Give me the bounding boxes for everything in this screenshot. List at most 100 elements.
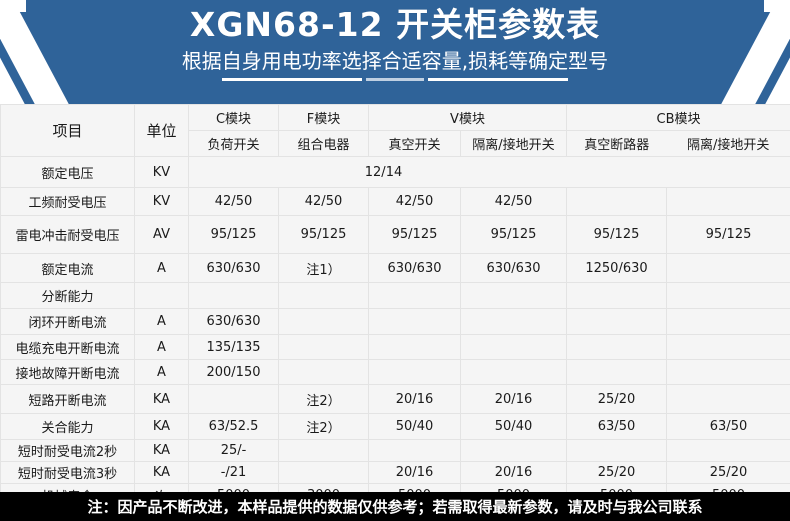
row-unit: AV bbox=[134, 215, 189, 254]
row-value: 42/50 bbox=[188, 187, 279, 216]
row-value bbox=[666, 308, 790, 335]
row-unit: KA bbox=[134, 384, 189, 414]
rule-segment-right bbox=[428, 78, 568, 81]
spec-table: 项目 单位 C模块 F模块 V模块 CB模块 负荷开关 组合电器 真空开关 隔离… bbox=[0, 104, 790, 507]
row-unit: A bbox=[134, 308, 189, 335]
row-value bbox=[278, 439, 369, 462]
row-value-span-text: 12/14 bbox=[364, 164, 403, 180]
row-label: 工频耐受电压 bbox=[0, 187, 135, 216]
row-value: 630/630 bbox=[460, 253, 567, 283]
spec-table-head: 项目 单位 C模块 F模块 V模块 CB模块 负荷开关 组合电器 真空开关 隔离… bbox=[0, 104, 790, 157]
row-unit: KA bbox=[134, 413, 189, 440]
header-sub-c-load-switch: 负荷开关 bbox=[188, 130, 279, 157]
table-header-row-subs: 负荷开关 组合电器 真空开关 隔离/接地开关 真空断路器 隔离/接地开关 bbox=[1, 130, 790, 157]
page-subtitle: 根据自身用电功率选择合适容量,损耗等确定型号 bbox=[181, 49, 609, 73]
row-value: 25/20 bbox=[566, 384, 667, 414]
row-value: 95/125 bbox=[566, 215, 667, 254]
row-value bbox=[566, 308, 667, 335]
row-label: 雷电冲击耐受电压 bbox=[0, 215, 135, 254]
row-value: 25/- bbox=[188, 439, 279, 462]
row-value: 42/50 bbox=[460, 187, 567, 216]
footer-note-text: 注：因产品不断改进，本样品提供的数据仅供参考；若需取得最新参数，请及时与我公司联… bbox=[87, 498, 703, 516]
row-value: 50/40 bbox=[368, 413, 461, 440]
table-row: 额定电流 A 630/630 注1） 630/630 630/630 1250/… bbox=[0, 253, 790, 283]
row-value bbox=[666, 384, 790, 414]
row-value bbox=[566, 359, 667, 385]
row-value bbox=[188, 384, 279, 414]
header-sub-f-combined: 组合电器 bbox=[278, 130, 369, 157]
decorative-corner-top-left bbox=[0, 0, 26, 12]
row-value: 63/50 bbox=[666, 413, 790, 440]
row-unit: KV bbox=[134, 156, 189, 188]
table-row: 分断能力 bbox=[0, 282, 790, 309]
row-value: 25/20 bbox=[666, 461, 790, 484]
table-row: 工频耐受电压 KV 42/50 42/50 42/50 42/50 bbox=[0, 187, 790, 216]
table-header-row-groups: 项目 单位 C模块 F模块 V模块 CB模块 bbox=[0, 104, 790, 157]
row-value bbox=[188, 282, 279, 309]
row-value bbox=[278, 461, 369, 484]
row-label: 短路开断电流 bbox=[0, 384, 135, 414]
table-row: 关合能力 KA 63/52.5 注2） 50/40 50/40 63/50 63… bbox=[0, 413, 790, 440]
row-value: 630/630 bbox=[188, 308, 279, 335]
table-row: 短路开断电流 KA 注2） 20/16 20/16 25/20 bbox=[0, 384, 790, 414]
table-row: 雷电冲击耐受电压 AV 95/125 95/125 95/125 95/125 … bbox=[0, 215, 790, 254]
row-label: 分断能力 bbox=[0, 282, 135, 309]
row-value: 95/125 bbox=[278, 215, 369, 254]
row-value bbox=[460, 308, 567, 335]
spec-table-wrapper: 项目 单位 C模块 F模块 V模块 CB模块 负荷开关 组合电器 真空开关 隔离… bbox=[0, 104, 790, 507]
row-label: 闭环开断电流 bbox=[0, 308, 135, 335]
row-value: 20/16 bbox=[368, 461, 461, 484]
row-value bbox=[666, 439, 790, 462]
row-value: 95/125 bbox=[188, 215, 279, 254]
header-group-v: V模块 bbox=[368, 104, 567, 131]
row-value bbox=[460, 359, 567, 385]
row-value: 注1） bbox=[278, 253, 369, 283]
row-value-span: 12/14 bbox=[188, 156, 790, 188]
header-group-cb: CB模块 bbox=[566, 104, 790, 131]
header-group-c: C模块 bbox=[188, 104, 279, 131]
row-value: 注2） bbox=[278, 384, 369, 414]
row-label: 短时耐受电流3秒 bbox=[0, 461, 135, 484]
row-unit: A bbox=[134, 253, 189, 283]
row-value bbox=[278, 334, 369, 360]
row-value bbox=[368, 308, 461, 335]
row-value bbox=[566, 187, 667, 216]
row-value: 630/630 bbox=[368, 253, 461, 283]
row-value bbox=[666, 359, 790, 385]
row-value: 63/52.5 bbox=[188, 413, 279, 440]
table-row: 接地故障开断电流 A 200/150 bbox=[0, 359, 790, 385]
row-value: 63/50 bbox=[566, 413, 667, 440]
header-sub-v-vacuum-switch: 真空开关 bbox=[368, 130, 461, 157]
table-row: 闭环开断电流 A 630/630 bbox=[0, 308, 790, 335]
rule-segment-middle bbox=[366, 78, 424, 81]
banner-text-block: XGN68-12 开关柜参数表 根据自身用电功率选择合适容量,损耗等确定型号 bbox=[0, 0, 790, 76]
row-value: 20/16 bbox=[460, 461, 567, 484]
row-value bbox=[368, 359, 461, 385]
row-label: 短时耐受电流2秒 bbox=[0, 439, 135, 462]
row-unit: KA bbox=[134, 439, 189, 462]
row-value: 注2） bbox=[278, 413, 369, 440]
row-value bbox=[460, 282, 567, 309]
header-sub-v-isolation-earth: 隔离/接地开关 bbox=[460, 130, 567, 157]
row-value bbox=[666, 253, 790, 283]
row-value: 20/16 bbox=[368, 384, 461, 414]
row-value: 42/50 bbox=[278, 187, 369, 216]
row-unit: KA bbox=[134, 461, 189, 484]
row-value: 630/630 bbox=[188, 253, 279, 283]
row-label: 电缆充电开断电流 bbox=[0, 334, 135, 360]
row-value: 200/150 bbox=[188, 359, 279, 385]
row-unit: A bbox=[134, 334, 189, 360]
row-value bbox=[666, 187, 790, 216]
row-value: 95/125 bbox=[368, 215, 461, 254]
row-unit bbox=[134, 282, 189, 309]
row-value bbox=[278, 282, 369, 309]
rule-segment-left bbox=[222, 78, 362, 81]
row-value bbox=[368, 334, 461, 360]
row-value: 50/40 bbox=[460, 413, 567, 440]
row-value bbox=[278, 308, 369, 335]
header-group-f: F模块 bbox=[278, 104, 369, 131]
row-value: 135/135 bbox=[188, 334, 279, 360]
row-value bbox=[368, 439, 461, 462]
header-sub-cb-isolation-earth: 隔离/接地开关 bbox=[666, 130, 790, 157]
